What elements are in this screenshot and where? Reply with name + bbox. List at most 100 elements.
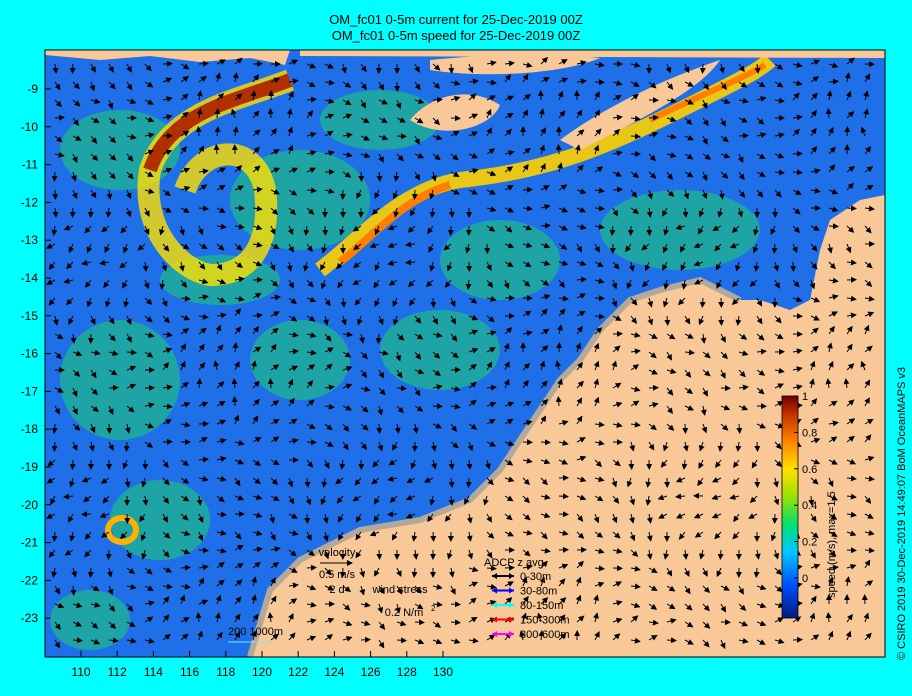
velocity-arrow xyxy=(66,261,74,270)
velocity-arrow xyxy=(684,117,693,125)
velocity-arrow xyxy=(216,243,225,251)
velocity-arrow xyxy=(612,114,623,121)
velocity-arrow xyxy=(376,549,383,560)
velocity-arrow xyxy=(720,98,731,105)
velocity-arrow xyxy=(556,324,563,335)
velocity-arrow xyxy=(719,63,725,74)
velocity-arrow xyxy=(252,165,261,173)
velocity-arrow xyxy=(108,405,114,416)
velocity-arrow xyxy=(270,149,280,155)
velocity-arrow xyxy=(430,297,437,308)
velocity-arrow xyxy=(48,261,56,270)
velocity-arrow xyxy=(792,92,800,101)
velocity-arrow xyxy=(828,62,839,69)
velocity-arrow xyxy=(864,225,872,234)
velocity-arrow xyxy=(126,171,134,180)
velocity-arrow xyxy=(715,261,722,271)
velocity-arrow xyxy=(306,243,313,253)
velocity-arrow xyxy=(539,144,546,155)
velocity-arrow xyxy=(324,150,335,157)
velocity-arrow xyxy=(846,312,857,319)
velocity-arrow xyxy=(648,402,659,408)
velocity-arrow xyxy=(450,95,461,102)
velocity-arrow xyxy=(486,127,492,137)
velocity-arrow xyxy=(179,225,185,236)
velocity-arrow xyxy=(89,81,96,92)
velocity-arrow xyxy=(414,333,424,340)
velocity-arrow xyxy=(250,90,257,101)
velocity-arrow xyxy=(342,365,353,372)
velocity-arrow xyxy=(863,324,870,335)
velocity-arrow xyxy=(304,513,311,524)
velocity-arrow xyxy=(198,145,205,155)
velocity-arrow xyxy=(594,61,605,68)
velocity-arrow xyxy=(540,279,550,286)
velocity-arrow xyxy=(558,493,569,500)
velocity-arrow xyxy=(144,132,155,139)
velocity-arrow xyxy=(90,315,96,326)
velocity-arrow xyxy=(736,423,743,434)
velocity-arrow xyxy=(288,207,297,216)
velocity-arrow xyxy=(612,421,623,428)
velocity-arrow xyxy=(270,127,277,137)
velocity-arrow xyxy=(324,423,333,431)
colorbar xyxy=(781,395,799,619)
velocity-arrow xyxy=(675,224,686,231)
velocity-arrow xyxy=(269,261,276,272)
velocity-arrow xyxy=(324,63,334,69)
velocity-arrow xyxy=(341,315,347,326)
velocity-arrow xyxy=(611,279,618,290)
velocity-arrow xyxy=(122,243,129,254)
velocity-arrow xyxy=(252,224,263,231)
velocity-arrow xyxy=(90,153,99,161)
velocity-arrow xyxy=(749,279,758,287)
velocity-arrow xyxy=(486,170,497,177)
velocity-arrow xyxy=(810,398,818,407)
velocity-arrow xyxy=(126,365,137,372)
velocity-arrow xyxy=(574,144,581,155)
velocity-arrow xyxy=(630,400,640,407)
velocity-arrow xyxy=(666,423,675,431)
australia-landmass xyxy=(250,195,885,657)
velocity-arrow xyxy=(465,279,472,290)
velocity-arrow xyxy=(180,243,190,250)
velocity-arrow xyxy=(756,315,763,325)
velocity-arrow xyxy=(180,185,191,192)
velocity-arrow xyxy=(612,315,622,321)
velocity-arrow xyxy=(396,117,406,123)
velocity-arrow xyxy=(126,405,135,413)
velocity-arrow xyxy=(432,422,443,429)
velocity-arrow xyxy=(429,189,435,200)
velocity-arrow xyxy=(612,382,622,389)
velocity-arrow xyxy=(827,243,833,254)
velocity-arrow xyxy=(214,126,221,137)
velocity-arrow xyxy=(90,349,101,356)
velocity-arrow xyxy=(702,369,711,377)
velocity-arrow xyxy=(324,363,333,371)
velocity-arrow xyxy=(108,315,115,325)
velocity-arrow xyxy=(180,130,190,137)
velocity-arrow xyxy=(352,279,362,286)
velocity-arrow xyxy=(306,187,317,194)
velocity-arrow xyxy=(63,224,74,231)
velocity-arrow xyxy=(321,243,328,254)
velocity-arrow xyxy=(394,423,401,434)
velocity-arrow xyxy=(468,168,479,174)
velocity-arrow xyxy=(666,116,677,123)
velocity-arrow xyxy=(540,56,549,65)
velocity-arrow xyxy=(90,135,98,144)
velocity-arrow xyxy=(720,152,731,159)
velocity-arrow xyxy=(557,90,564,101)
velocity-arrow xyxy=(648,333,658,339)
velocity-arrow xyxy=(393,207,400,218)
velocity-arrow xyxy=(468,363,477,371)
velocity-arrow xyxy=(86,243,93,254)
velocity-arrow xyxy=(324,403,335,410)
velocity-arrow xyxy=(72,423,81,431)
velocity-arrow xyxy=(125,189,132,200)
velocity-arrow xyxy=(180,421,191,428)
velocity-arrow xyxy=(270,327,279,335)
velocity-arrow xyxy=(198,75,207,83)
velocity-arrow xyxy=(216,381,225,389)
velocity-arrow xyxy=(504,185,514,191)
